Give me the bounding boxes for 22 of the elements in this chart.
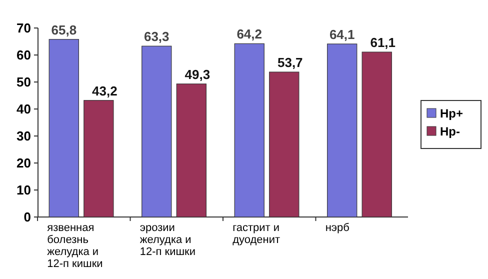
data-label: 63,3 (144, 29, 170, 44)
y-tick-label: 40 (16, 102, 31, 117)
y-tick-label: 0 (24, 210, 31, 225)
x-tick-label: нэрб (325, 222, 350, 234)
x-tick-label: гастрит и дуоденит (232, 222, 280, 246)
data-label: 65,8 (51, 22, 77, 38)
legend-label: Hp- (440, 124, 460, 139)
y-tick-label: 60 (16, 48, 31, 63)
legend-label: Hp+ (440, 106, 464, 121)
x-tick-label: язвенная болезнь желудка и 12-п кишки (47, 222, 103, 270)
y-tick-label: 50 (16, 74, 31, 90)
data-label: 43,2 (92, 83, 118, 98)
data-label: 64,1 (329, 26, 355, 42)
data-label: 64,2 (236, 26, 262, 42)
x-tick-label: эрозии желудка и 12-п кишки (140, 222, 196, 258)
y-tick-label: 30 (16, 128, 31, 144)
y-tick-label: 10 (16, 182, 31, 198)
y-tick-label: 20 (16, 156, 31, 171)
data-label: 61,1 (370, 35, 396, 50)
data-label: 53,7 (277, 55, 303, 70)
data-label: 49,3 (184, 66, 210, 82)
y-tick-label: 70 (16, 20, 31, 36)
